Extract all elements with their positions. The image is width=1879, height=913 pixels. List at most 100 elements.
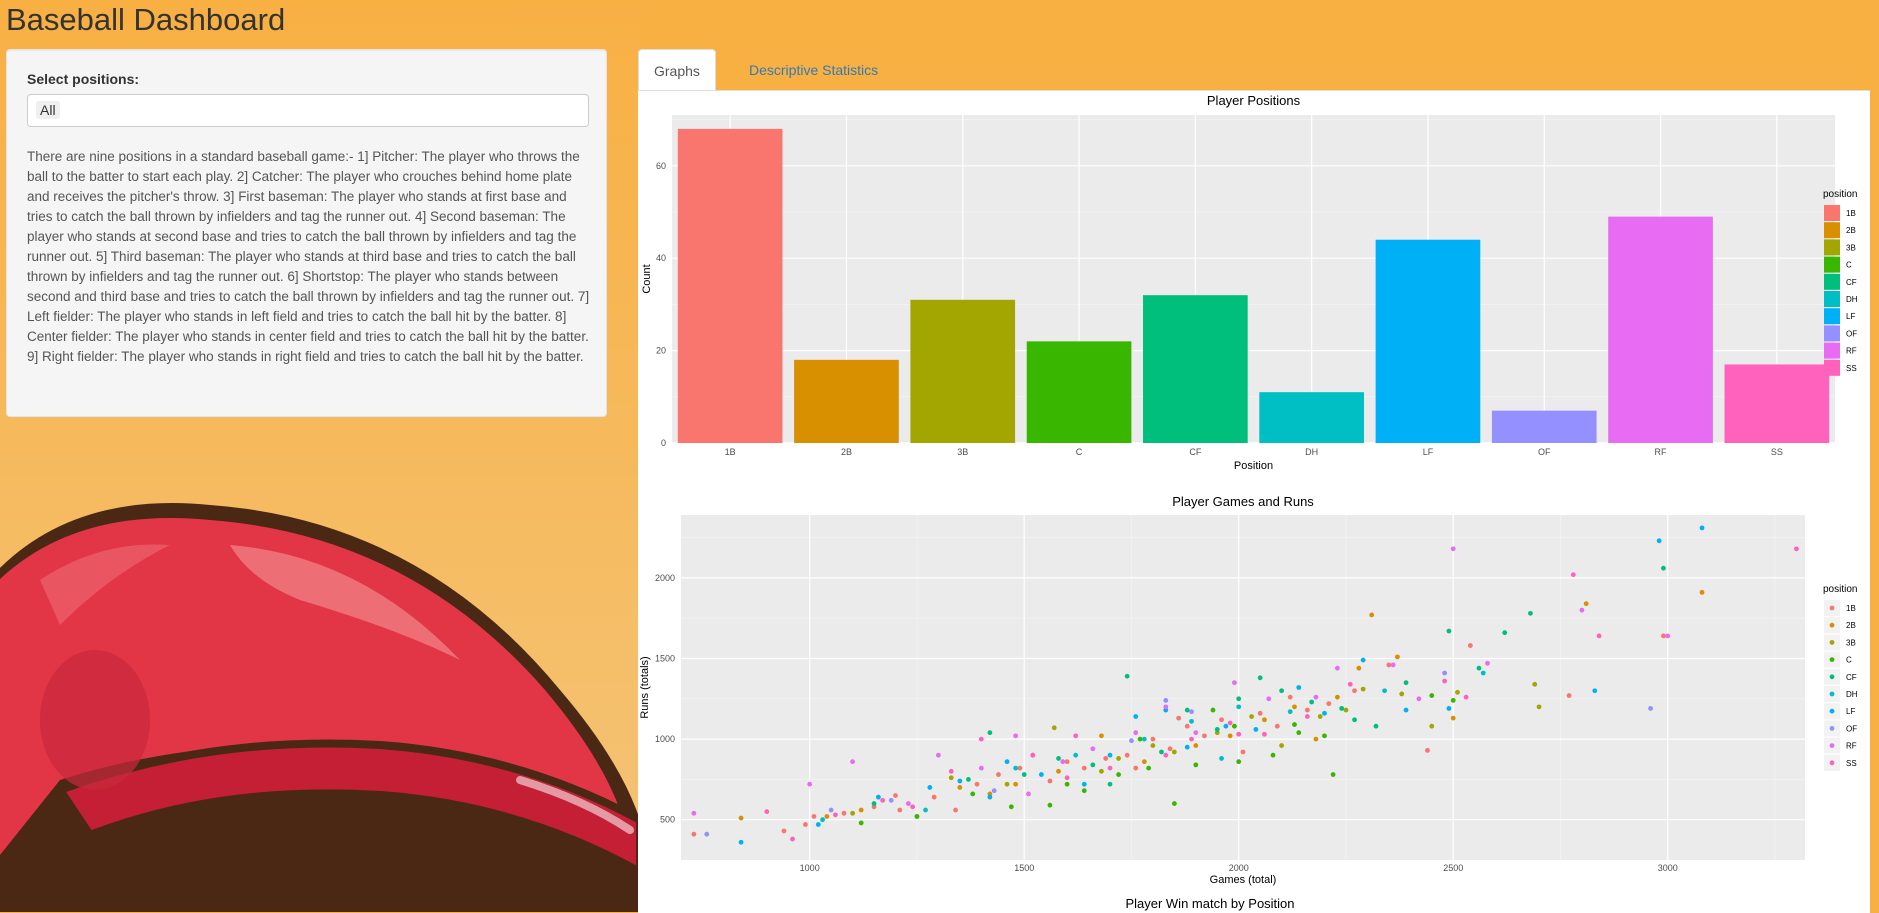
scatter-point-rf	[1266, 696, 1272, 702]
scatter-point-c	[1193, 762, 1199, 768]
bar-legend-swatch-rf	[1824, 342, 1840, 359]
bar-x-tick-label: CF	[1189, 447, 1201, 457]
bar-x-tick-label: 1B	[725, 447, 736, 457]
scatter-point-ss	[1163, 752, 1169, 758]
scatter-point-rf	[1013, 733, 1019, 739]
scatter-point-2b	[1369, 612, 1375, 618]
scatter-point-1b	[1103, 756, 1109, 761]
scatter-point-cf	[1446, 628, 1452, 634]
scatter-point-ss	[1463, 694, 1469, 700]
scatter-point-lf	[1004, 759, 1010, 765]
bar-x-tick-label: 3B	[957, 447, 968, 457]
scatter-legend-dot-c	[1829, 657, 1835, 662]
scatter-point-1b	[803, 822, 808, 827]
scatter-x-tick-label: 2500	[1443, 863, 1463, 873]
scatter-point-c	[858, 820, 864, 826]
scatter-point-dh	[1013, 765, 1019, 771]
bar-legend-swatch-1b	[1824, 205, 1840, 221]
bar-legend-swatch-cf	[1824, 273, 1840, 290]
scatter-point-1b	[953, 807, 958, 813]
bar-legend-swatch-lf	[1824, 308, 1840, 325]
selected-position-chip[interactable]: All	[36, 101, 60, 119]
bar-legend-label: 3B	[1846, 243, 1856, 252]
bar-legend-title: position	[1823, 189, 1857, 200]
scatter-point-c	[1270, 752, 1276, 758]
scatter-point-cf	[1257, 675, 1263, 681]
scatter-point-3b	[1343, 707, 1349, 713]
scatter-point-dh	[1073, 752, 1079, 758]
scatter-point-1b	[841, 810, 847, 816]
scatter-point-lf	[738, 839, 744, 845]
scatter-point-1b	[931, 794, 937, 800]
scatter-point-3b	[1360, 686, 1366, 692]
scatter-point-2b	[738, 815, 744, 821]
scatter-point-2b	[1334, 694, 1340, 700]
scatter-x-tick-label: 2000	[1229, 863, 1249, 873]
bar-legend-swatch-dh	[1824, 291, 1840, 307]
scatter-point-lf	[1592, 688, 1598, 694]
scatter-point-rf	[850, 759, 856, 765]
scatter-y-tick-label: 1500	[655, 653, 675, 663]
scatter-point-of	[888, 797, 894, 803]
scatter-point-c	[1146, 765, 1152, 771]
scatter-point-2b	[1313, 736, 1319, 742]
scatter-point-c	[1008, 804, 1014, 810]
bar-rf	[1608, 216, 1713, 443]
scatter-point-c	[1292, 722, 1297, 727]
scatter-point-of	[704, 831, 710, 837]
scatter-point-ss	[1064, 775, 1070, 781]
scatter-point-cf	[871, 801, 877, 806]
scatter-point-1b	[893, 793, 898, 798]
bar-1b	[677, 128, 783, 443]
scatter-legend-label: 1B	[1846, 604, 1856, 613]
scatter-point-of	[1189, 709, 1194, 715]
scatter-legend-label: 3B	[1846, 638, 1856, 647]
scatter-point-rf	[1334, 665, 1340, 671]
bar-x-tick-label: 2B	[841, 447, 852, 457]
scatter-point-3b	[1171, 749, 1177, 755]
scatter-point-3b	[1399, 691, 1405, 697]
scatter-point-dh	[1141, 736, 1147, 742]
scatter-legend-label: SS	[1846, 759, 1857, 768]
scatter-legend-label: 2B	[1846, 621, 1856, 630]
scatter-legend-dot-1b	[1829, 605, 1835, 611]
scatter-point-cf	[1352, 717, 1357, 723]
bar-y-axis-label: Count	[641, 264, 653, 293]
scatter-point-rf	[1416, 696, 1422, 702]
scatter-point-cf	[1236, 696, 1242, 702]
bar-y-tick-label: 40	[656, 253, 666, 263]
bar-x-tick-label: SS	[1771, 447, 1783, 457]
scatter-point-cf	[1339, 706, 1345, 711]
bar-lf	[1375, 239, 1481, 443]
scatter-point-cf	[1502, 630, 1508, 636]
scatter-point-cf	[1214, 727, 1220, 732]
bar-dh	[1259, 392, 1364, 443]
scatter-point-3b	[1150, 743, 1156, 748]
scatter-point-3b	[1536, 704, 1542, 710]
positions-description: There are nine positions in a standard b…	[27, 149, 590, 364]
scatter-point-1b	[1304, 707, 1310, 713]
scatter-point-cf	[1661, 565, 1666, 571]
scatter-point-cf	[1279, 688, 1285, 694]
scatter-point-cf	[1107, 781, 1113, 787]
scatter-point-of	[828, 807, 834, 813]
select-positions-label: Select positions:	[27, 71, 140, 87]
tab-descriptive-statistics[interactable]: Descriptive Statistics	[749, 62, 879, 78]
scatter-point-3b	[1429, 723, 1435, 729]
scatter-point-1b	[1661, 633, 1666, 639]
scatter-point-c	[1429, 693, 1435, 698]
scatter-point-rf	[905, 801, 911, 806]
scatter-point-dh	[923, 807, 928, 813]
scatter-point-lf	[815, 822, 821, 827]
player-positions-chart: 0 20 40 60 1B 2B 3B C CF DH LF OF RF SS Player Positio…	[641, 93, 1858, 472]
scatter-point-1b	[1257, 710, 1263, 716]
scatter-point-c	[1064, 781, 1070, 787]
scatter-point-1b	[996, 772, 1001, 777]
positions-select[interactable]: All	[27, 94, 589, 127]
bar-x-tick-label: OF	[1538, 447, 1551, 457]
scatter-point-2b	[1292, 704, 1297, 710]
tab-graphs[interactable]: Graphs	[638, 49, 716, 91]
player-games-runs-chart: 1000 1500 2000 2500 3000 500 1000 1500 2000 Playe…	[639, 494, 1858, 911]
scatter-point-lf	[1446, 706, 1452, 711]
scatter-point-2b	[957, 785, 963, 790]
